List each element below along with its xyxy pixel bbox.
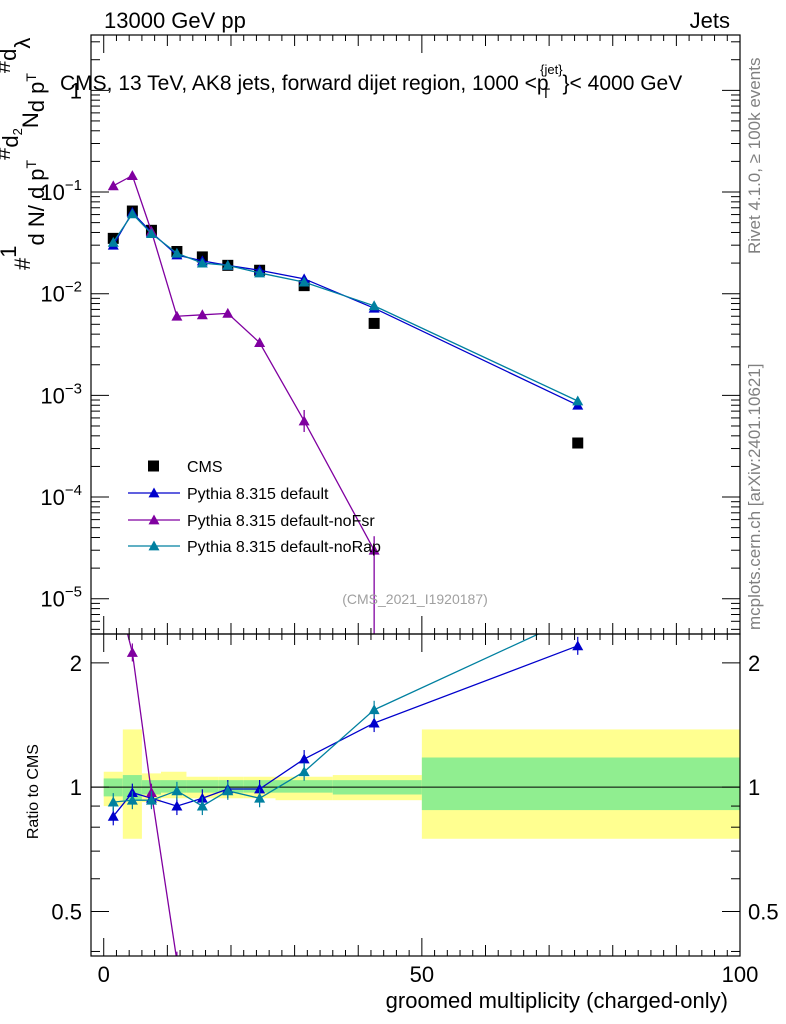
ratio-point — [126, 794, 138, 805]
ratio-point — [107, 810, 119, 821]
legend-marker-cms — [148, 460, 159, 472]
ratio-y-tick-label-left: 1 — [70, 775, 82, 800]
data-point-mc — [254, 337, 266, 348]
x-tick-label: 0 — [98, 962, 110, 987]
ratio-point — [196, 800, 208, 811]
ratio-point — [176, 955, 178, 956]
legend-label: Pythia 8.315 default-noFsr — [187, 513, 375, 530]
ratio-point — [107, 796, 119, 807]
data-point-mc — [196, 309, 208, 320]
y-tick-label: 10−5 — [40, 584, 82, 612]
x-tick-label: 100 — [722, 962, 759, 987]
ratio-point — [126, 646, 138, 657]
mcplots-label: mcplots.cern.ch [arXiv:2401.10621] — [745, 363, 764, 630]
chart-title-main: CMS, 13 TeV, AK8 jets, forward dijet reg… — [60, 72, 549, 95]
analysis-id-label: (CMS_2021_I1920187) — [342, 591, 488, 607]
y-tick-label: 10−1 — [40, 177, 82, 205]
ratio-y-tick-label-right: 1 — [748, 775, 760, 800]
band-inner-bin — [275, 780, 333, 793]
ratio-y-tick-label-right: 0.5 — [748, 899, 779, 924]
data-point-mc — [298, 276, 310, 287]
ratio-y-tick-label-left: 2 — [70, 651, 82, 676]
ratio-point — [222, 785, 234, 796]
ratio-point — [108, 573, 119, 583]
main-y-axis-label: #1d N/ d pT#d2Nd pT#dλ — [0, 38, 49, 270]
chart-title-sub: T — [541, 85, 551, 101]
data-point-cms — [572, 437, 584, 449]
uncertainty-bands — [103, 729, 740, 839]
legend-label: Pythia 8.315 default-noRap — [187, 539, 381, 556]
data-point-mc — [107, 180, 119, 191]
series-line — [112, 211, 579, 406]
header-left: 13000 GeV pp — [104, 8, 246, 33]
data-point-mc — [572, 395, 584, 406]
data-point-mc — [171, 247, 183, 258]
x-tick-label: 50 — [410, 962, 434, 987]
y-tick-label: 1 — [70, 78, 82, 103]
x-axis-label: groomed multiplicity (charged-only) — [386, 988, 728, 1013]
data-point-mc — [222, 307, 234, 318]
ratio-frame — [90, 633, 741, 957]
rivet-version-label: Rivet 4.1.0, ≥ 100k events — [745, 57, 764, 254]
ratio-series — [107, 573, 584, 956]
data-point-cms — [368, 317, 380, 329]
legend-label: CMS — [187, 459, 223, 476]
ratio-point — [572, 640, 584, 651]
data-point-mc — [171, 310, 183, 321]
data-point-mc — [126, 208, 138, 219]
legend-marker — [148, 540, 160, 551]
data-point-mc — [145, 228, 157, 238]
ratio-point — [145, 794, 157, 805]
data-point-mc — [107, 236, 119, 247]
legend-label: Pythia 8.315 default — [187, 486, 329, 503]
ratio-point — [368, 717, 380, 728]
legend-marker — [148, 487, 160, 498]
ratio-point — [254, 792, 266, 803]
ratio-point — [171, 785, 183, 796]
legend-marker — [148, 514, 160, 525]
ratio-y-axis-label: Ratio to CMS — [25, 744, 42, 839]
series-line — [112, 212, 579, 402]
ratio-point — [298, 766, 310, 777]
ratio-point — [171, 800, 183, 811]
y-tick-label: 10−3 — [40, 380, 82, 408]
data-point-mc — [368, 300, 380, 311]
ratio-point — [368, 704, 380, 715]
chart-title-end: }< 4000 GeV — [562, 72, 683, 95]
data-point-mc — [126, 170, 138, 180]
ratio-point — [572, 610, 583, 620]
band-inner-bin — [186, 780, 219, 793]
y-tick-label: 10−2 — [40, 279, 82, 307]
chart-title-sup: {jet} — [540, 62, 563, 77]
ratio-y-tick-label-right: 2 — [748, 651, 760, 676]
main-series — [107, 170, 584, 634]
data-point-mc — [254, 267, 266, 278]
band-inner-bin — [421, 757, 740, 811]
chart-title: CMS, 13 TeV, AK8 jets, forward dijet reg… — [60, 62, 683, 101]
y-tick-label: 10−4 — [40, 482, 82, 510]
ratio-y-tick-label-left: 0.5 — [51, 899, 82, 924]
data-point-mc — [222, 259, 234, 270]
ratio-point — [298, 753, 310, 764]
data-point-mc — [196, 257, 208, 268]
ratio-line — [126, 634, 177, 956]
ratio-point — [254, 783, 266, 794]
ratio-line — [113, 634, 540, 807]
band-inner-bin — [160, 780, 187, 793]
header-right: Jets — [689, 8, 730, 33]
